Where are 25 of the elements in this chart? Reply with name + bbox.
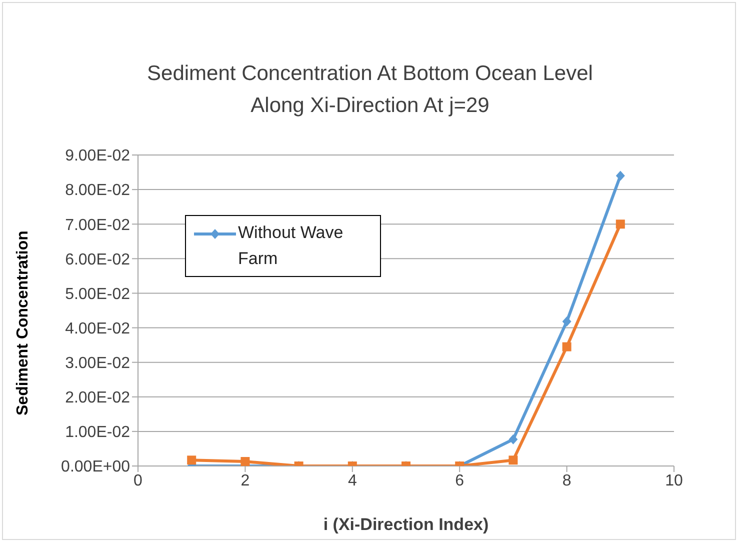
y-tick-label: 4.00E-02 — [65, 320, 130, 338]
point — [562, 342, 572, 352]
x-tick-label: 6 — [455, 472, 464, 490]
y-axis-title: Sediment Concentration — [14, 230, 32, 416]
x-tick-label: 0 — [134, 472, 143, 490]
x-tick-label: 2 — [240, 472, 250, 490]
legend-label: Without Wave Farm — [238, 222, 344, 270]
y-tick-label: 8.00E-02 — [65, 182, 130, 200]
y-tick-label: 0.00E+00 — [61, 458, 130, 476]
x-tick-label: 4 — [348, 472, 357, 490]
x-tick-label: 10 — [665, 472, 683, 490]
chart-title: Sediment Concentration At Bottom Ocean Level Along Xi-Direction At j=29 — [146, 61, 594, 119]
y-tick-label: 7.00E-02 — [65, 216, 130, 234]
y-tick-label: 1.00E-02 — [65, 424, 130, 442]
y-tick-label: 6.00E-02 — [65, 251, 130, 268]
point — [508, 434, 518, 444]
point — [616, 220, 625, 229]
point — [562, 316, 572, 327]
y-tick-label: 3.00E-02 — [65, 355, 130, 372]
point — [616, 170, 625, 181]
y-tick-label: 9.00E-02 — [65, 148, 130, 165]
x-axis-title: i (Xi-Direction Index) — [323, 515, 489, 534]
x-tick-label: 8 — [562, 472, 572, 490]
y-tick-label: 2.00E-02 — [65, 390, 130, 407]
y-tick-label: 5.00E-02 — [65, 286, 130, 303]
